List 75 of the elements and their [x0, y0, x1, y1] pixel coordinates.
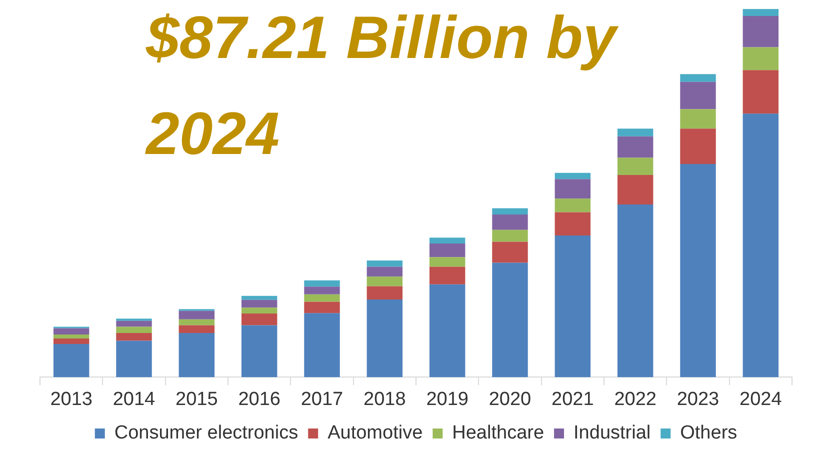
bar — [742, 114, 779, 378]
bar — [304, 286, 340, 294]
bar — [680, 82, 716, 110]
bar — [241, 296, 278, 300]
bar — [429, 244, 466, 258]
legend-label: Consumer electronics — [114, 422, 298, 444]
bar — [304, 313, 340, 378]
bar — [116, 333, 152, 341]
x-tick-label: 2016 — [238, 388, 280, 410]
x-tick-label: 2021 — [552, 388, 594, 410]
bar — [492, 262, 528, 378]
x-tick-label: 2022 — [614, 388, 656, 410]
bar — [617, 204, 654, 378]
bar — [241, 314, 278, 326]
bar — [304, 280, 340, 287]
bar — [554, 212, 591, 236]
bar — [492, 242, 528, 263]
bar — [116, 326, 152, 334]
legend-label: Healthcare — [452, 422, 544, 444]
bar — [304, 294, 340, 302]
bar — [680, 74, 716, 82]
bar — [366, 276, 403, 286]
x-tick-label: 2014 — [112, 388, 156, 410]
bar — [241, 308, 278, 314]
legend-label: Industrial — [574, 422, 651, 444]
bar — [429, 284, 466, 378]
bar — [304, 302, 340, 314]
bar — [366, 300, 403, 378]
bar — [429, 257, 466, 267]
x-tick-label: 2015 — [176, 388, 218, 410]
x-tick-label: 2023 — [676, 388, 720, 410]
bar — [554, 198, 591, 212]
x-tick-label: 2017 — [300, 388, 344, 410]
bar — [680, 128, 716, 164]
bar — [429, 238, 466, 244]
bar — [178, 310, 215, 320]
bar — [53, 338, 90, 344]
x-tick-label: 2024 — [740, 388, 782, 410]
legend-label: Others — [680, 422, 738, 444]
bar — [492, 214, 528, 230]
bar — [116, 340, 152, 378]
bar — [178, 333, 215, 378]
bar — [366, 286, 403, 300]
x-tick-label: 2013 — [50, 388, 92, 410]
bar — [742, 70, 779, 114]
bar — [366, 266, 403, 277]
bar — [53, 344, 90, 378]
bar — [53, 334, 90, 339]
bar — [178, 319, 215, 326]
bar — [554, 172, 591, 180]
bar — [617, 128, 654, 136]
bar — [116, 320, 152, 327]
bar — [617, 158, 654, 176]
bar — [178, 325, 215, 334]
bar — [492, 208, 528, 214]
bar — [492, 230, 528, 242]
x-tick-label: 2019 — [426, 388, 468, 410]
bar — [742, 16, 779, 48]
bar — [617, 175, 654, 205]
bar — [241, 300, 278, 308]
legend-label: Automotive — [328, 422, 423, 444]
bar — [53, 328, 90, 334]
bar — [617, 136, 654, 158]
x-tick-label: 2020 — [488, 388, 532, 410]
bar — [742, 47, 779, 70]
bar — [680, 109, 716, 129]
bar — [554, 179, 591, 199]
bar — [429, 266, 466, 284]
bar — [241, 325, 278, 378]
bar — [366, 260, 403, 267]
bar — [742, 9, 779, 16]
text: $87.21 Billion by 2024 — [146, 3, 620, 169]
x-tick-label: 2018 — [364, 388, 406, 410]
bar — [554, 235, 591, 378]
bar — [680, 164, 716, 378]
